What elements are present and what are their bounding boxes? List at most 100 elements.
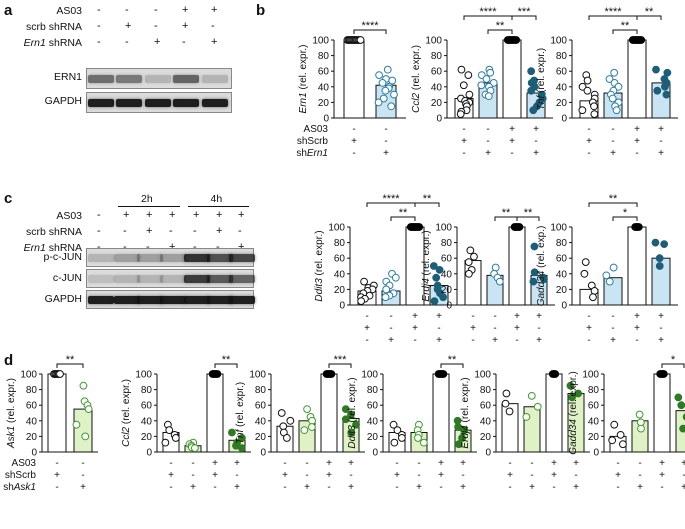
y-tick-label: 60 [588,401,600,412]
y-tick-label: 40 [141,416,153,427]
data-point [677,401,685,410]
condition-sign: - [305,470,308,481]
significance-bracket [612,216,638,221]
blot-band [207,253,233,262]
significance-bracket [612,29,638,34]
y-tick-label: 80 [334,238,346,249]
data-point [466,246,475,255]
significance-label: * [623,207,628,219]
significance-bracket [390,216,416,221]
condition-name: shScrb [5,470,37,481]
condition-sign: - [508,482,511,493]
data-point [662,90,671,99]
condition-sign: - [682,470,685,481]
data-point [381,86,390,95]
data-point [379,94,388,103]
significance-label: **** [382,193,400,205]
data-point [457,65,466,74]
condition-sign: - [493,323,496,334]
data-point [465,90,474,99]
data-point [439,370,448,378]
y-axis-label-gene: Ccl2 [121,426,132,446]
condition-sign: + [509,136,515,147]
data-point [590,110,599,118]
y-tick-label: 100 [550,36,567,47]
condition-sign: + [634,311,640,322]
data-point [634,223,643,231]
data-point [439,293,448,302]
significance-bracket [511,15,537,20]
condition-sign: + [54,470,60,481]
data-point [578,106,587,115]
condition-sign: - [55,482,58,493]
significance-label: ** [621,20,630,32]
condition-sign: + [460,482,466,493]
y-axis-label-unit: (rel. exp.) [536,226,547,271]
condition-name: shAsk1 [3,482,36,493]
condition-name-gene: Ask1 [13,482,36,493]
data-point [659,370,668,378]
blot-protein-label: GAPDH [44,95,82,107]
y-tick-label: 100 [135,370,152,381]
significance-label: ** [222,354,231,366]
blot-condition-sign: - [146,241,150,253]
blot-band [137,274,163,283]
y-axis-label: Ddit3 (rel. expr.) [347,377,358,448]
significance-label: *** [518,6,532,18]
time-bracket [188,206,249,207]
y-tick-label: 100 [550,223,567,234]
blot-condition-sign: - [97,36,101,48]
condition-sign: + [586,136,592,147]
condition-sign: - [587,335,590,346]
y-tick-label: 40 [334,269,346,280]
y-tick-label: 20 [255,432,267,443]
condition-sign: - [191,470,194,481]
data-point [484,92,493,101]
y-tick-label: 60 [367,401,379,412]
panel-letter-d: d [4,352,14,369]
data-point [583,86,592,95]
y-tick-label: 20 [141,432,153,443]
condition-sign: - [55,458,58,469]
y-tick-label: 60 [318,67,330,78]
condition-sign: - [574,470,577,481]
blot-band [88,295,114,304]
data-point [477,81,486,90]
data-point [375,71,383,79]
condition-sign: + [348,482,354,493]
y-tick-label: 0 [593,448,599,459]
condition-sign: - [352,148,355,159]
data-point [279,422,288,431]
y-axis-label-unit: (rel. expr.) [6,378,17,426]
data-point [454,423,462,431]
condition-sign: - [305,458,308,469]
blot-strip [86,92,232,113]
blot-condition-sign: + [146,209,153,221]
condition-sign: - [587,311,590,322]
condition-sign: + [509,124,515,135]
data-point [679,424,685,433]
blot-condition-sign: - [154,20,158,32]
blot-band [160,253,186,262]
condition-sign: - [384,136,387,147]
significance-bracket [636,15,662,20]
y-tick-label: 40 [441,269,453,280]
blot-strip [86,248,255,267]
data-point [456,110,465,118]
data-point [460,426,469,435]
bar [627,226,647,306]
blot-protein-label: GAPDH [44,293,82,305]
condition-sign: + [234,482,240,493]
significance-label: ** [448,354,457,366]
condition-sign: - [515,335,518,346]
condition-sign: - [169,458,172,469]
y-tick-label: 80 [441,238,453,249]
data-point [389,420,398,429]
y-tick-label: 0 [446,301,452,312]
blot-band [145,74,171,83]
condition-name: AS03 [12,458,37,469]
condition-name: shErn1 [296,148,328,159]
data-point [360,277,368,286]
data-point [347,410,355,419]
